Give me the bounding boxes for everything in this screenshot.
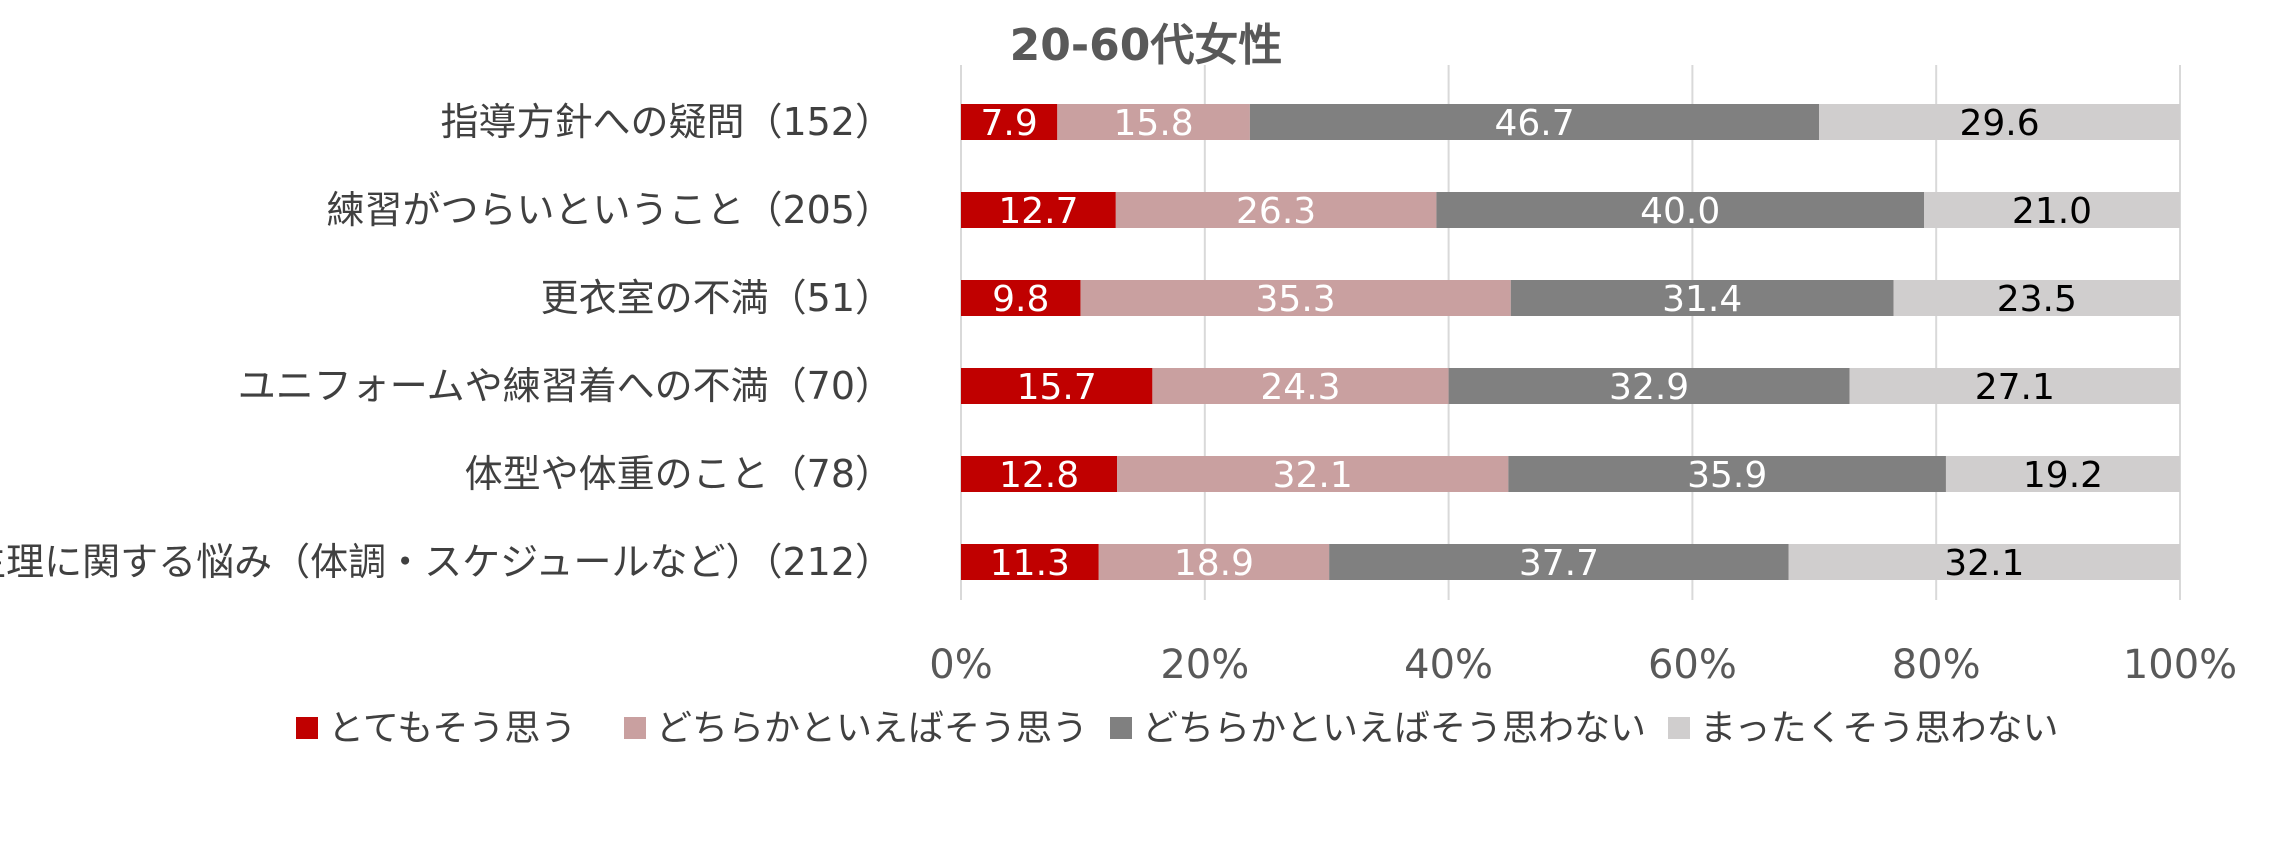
data-label: 40.0	[1640, 191, 1720, 232]
legend: とてもそう思う どちらかといえばそう思う どちらかといえばそう思わない まったくそう思…	[296, 708, 2059, 749]
bar-segment	[1117, 456, 1509, 492]
legend-label: とてもそう思う	[328, 708, 576, 749]
data-label: 24.3	[1260, 367, 1340, 408]
data-label: 31.4	[1662, 279, 1742, 320]
bar-segment	[961, 192, 1116, 228]
x-tick-label: 100%	[2123, 642, 2237, 688]
data-label: 12.8	[999, 455, 1079, 496]
data-label: 15.8	[1114, 103, 1194, 144]
bar-segment	[1152, 368, 1449, 404]
data-label: 27.1	[1975, 367, 2055, 408]
data-label: 35.3	[1256, 279, 1336, 320]
bar-segment	[1329, 544, 1789, 580]
bar-segment	[1819, 104, 2180, 140]
data-label: 19.2	[2023, 455, 2103, 496]
bar-segment	[1249, 104, 1820, 140]
x-tick-label: 60%	[1648, 642, 1737, 688]
data-label: 18.9	[1174, 543, 1254, 584]
data-label: 23.5	[1997, 279, 2077, 320]
data-label: 11.3	[990, 543, 1070, 584]
data-label: 15.7	[1017, 367, 1097, 408]
bar-segment	[1924, 192, 2180, 228]
data-label: 9.8	[992, 279, 1049, 320]
data-label: 37.7	[1519, 543, 1599, 584]
bar-segment	[961, 280, 1081, 316]
data-label: 21.0	[2012, 191, 2092, 232]
category-label: 練習がつらいということ（205）	[326, 188, 893, 232]
bar-segment	[1115, 192, 1437, 228]
chart-title: 20-60代女性	[1010, 20, 1283, 71]
bar-segment	[1448, 368, 1850, 404]
category-label: 生理に関する悩み（体調・スケジュールなど）（212）	[0, 540, 893, 584]
data-label: 35.9	[1687, 455, 1767, 496]
bar-segment	[961, 456, 1118, 492]
legend-swatch	[1110, 717, 1132, 739]
data-label: 32.1	[1273, 455, 1353, 496]
bar-segment	[1057, 104, 1250, 140]
data-label: 46.7	[1494, 103, 1574, 144]
category-label: 指導方針への疑問（152）	[440, 100, 893, 144]
bar-segment	[1788, 544, 2180, 580]
data-label: 7.9	[981, 103, 1038, 144]
data-label: 26.3	[1236, 191, 1316, 232]
bar-segment	[961, 104, 1058, 140]
gridlines	[960, 65, 2181, 600]
x-tick-label: 80%	[1892, 642, 1981, 688]
bar-segment	[1508, 456, 1946, 492]
x-tick-label: 20%	[1160, 642, 1249, 688]
legend-swatch	[624, 717, 646, 739]
legend-swatch	[296, 717, 318, 739]
bar-segment	[961, 368, 1153, 404]
legend-label: どちらかといえばそう思う	[656, 708, 1088, 749]
bar-segment	[1849, 368, 2180, 404]
x-axis-ticks: 0% 20% 40% 60% 80% 100%	[929, 642, 2237, 688]
bars: 7.9 15.8 46.7 29.6 12.7 26.3 40.0 21.0 9.8 35.3 31…	[961, 103, 2180, 584]
category-label: 体型や体重のこと（78）	[465, 452, 893, 496]
category-label: 更衣室の不満（51）	[541, 276, 893, 320]
bar-segment	[961, 544, 1099, 580]
category-label: ユニフォームや練習着への不満（70）	[238, 364, 893, 408]
legend-label: まったくそう思わない	[1700, 708, 2059, 749]
bar-segment	[1098, 544, 1330, 580]
data-label: 32.9	[1609, 367, 1689, 408]
bar-segment	[1945, 456, 2180, 492]
x-tick-label: 0%	[929, 642, 992, 688]
bar-segment	[1893, 280, 2180, 316]
bar-segment	[1080, 280, 1511, 316]
legend-swatch	[1668, 717, 1690, 739]
data-label: 29.6	[1960, 103, 2040, 144]
x-tick-label: 40%	[1404, 642, 1493, 688]
bar-segment	[1436, 192, 1925, 228]
category-labels: 指導方針への疑問（152） 練習がつらいということ（205） 更衣室の不満（51） ユ…	[0, 100, 893, 584]
legend-label: どちらかといえばそう思わない	[1142, 708, 1646, 749]
data-label: 12.7	[998, 191, 1078, 232]
data-label: 32.1	[1944, 543, 2024, 584]
bar-segment	[1510, 280, 1894, 316]
